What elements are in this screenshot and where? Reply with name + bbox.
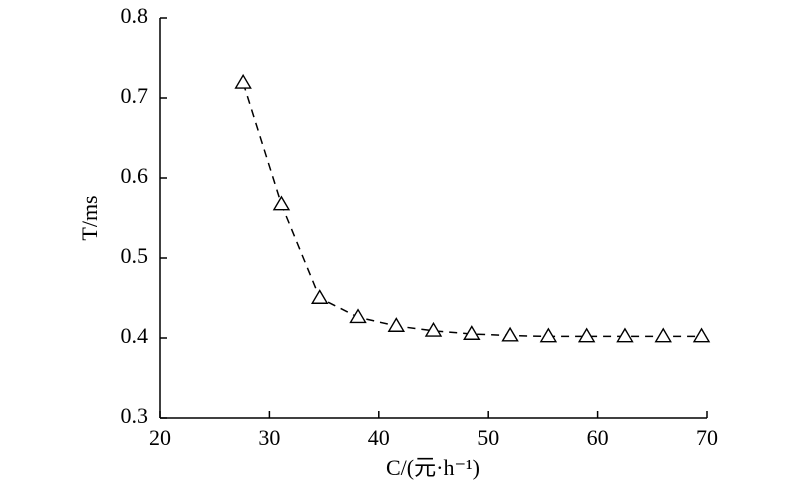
marker [616,327,634,343]
y-axis-label: T/ms [77,195,102,240]
y-tick-label: 0.3 [121,403,149,428]
x-tick-label: 60 [587,425,609,450]
x-tick-label: 30 [258,425,280,450]
x-axis-label: C/(元·h⁻¹) [386,455,480,480]
marker [349,308,367,324]
marker [539,327,558,343]
marker [387,317,406,332]
y-tick-label: 0.5 [121,243,149,268]
x-tick-label: 40 [368,425,390,450]
marker [311,289,329,304]
series-line [242,82,702,338]
y-tick-label: 0.8 [121,3,149,28]
marker [234,73,252,89]
x-tick-label: 70 [696,425,718,450]
marker [692,327,711,343]
x-tick-label: 50 [477,425,499,450]
marker [501,326,519,342]
y-tick-label: 0.4 [121,323,149,348]
marker [424,321,443,337]
marker [577,327,596,343]
y-tick-label: 0.7 [121,83,149,108]
marker [463,325,481,340]
marker [272,195,291,211]
y-tick-label: 0.6 [121,163,149,188]
marker [654,327,672,343]
x-tick-label: 20 [149,425,171,450]
